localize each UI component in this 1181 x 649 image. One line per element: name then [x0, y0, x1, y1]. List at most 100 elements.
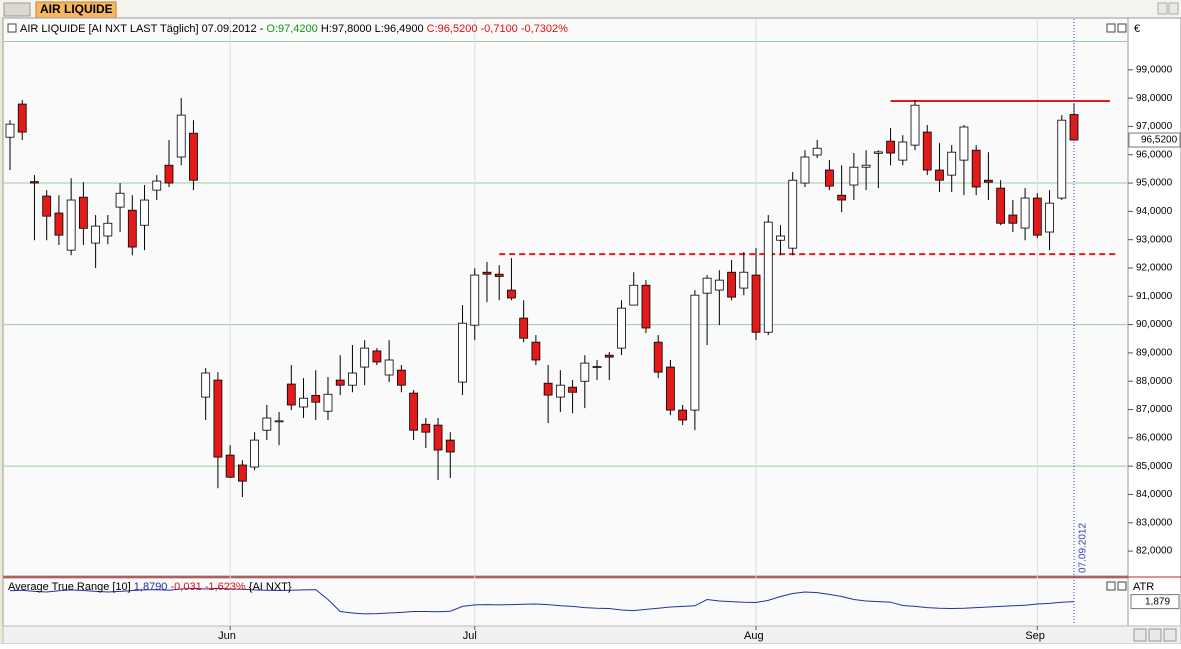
- candle-body: [5, 123, 15, 138]
- candle-body: [176, 114, 186, 158]
- candle-body: [714, 279, 724, 291]
- candle-body: [103, 222, 113, 237]
- candle-body: [299, 397, 308, 408]
- y-tick-label: 98,0000: [1136, 93, 1173, 104]
- candle-body: [372, 350, 382, 363]
- candle-body: [641, 284, 651, 329]
- candle-body: [555, 384, 565, 398]
- candle-body: [494, 273, 504, 277]
- candle-body: [825, 169, 834, 187]
- candle-body: [727, 271, 736, 298]
- candle-body: [910, 104, 920, 146]
- candle-body: [617, 307, 626, 349]
- candle-body: [776, 235, 785, 241]
- candle-body: [592, 366, 602, 368]
- y-tick-label: 85,0000: [1136, 461, 1173, 472]
- candle-body: [751, 274, 761, 333]
- candle-body: [1008, 214, 1018, 224]
- candle-body: [458, 322, 467, 383]
- y-tick-label: 83,0000: [1136, 517, 1173, 528]
- candle-body: [42, 195, 52, 217]
- y-tick-label: 99,0000: [1136, 64, 1173, 75]
- candle-body: [604, 354, 614, 358]
- candle-body: [922, 131, 932, 171]
- candle-body: [837, 194, 847, 201]
- candle-body: [274, 420, 284, 423]
- candle-body: [433, 424, 443, 451]
- candle-body: [237, 464, 247, 482]
- x-tick-label: Sep: [1025, 630, 1045, 642]
- candle-body: [250, 439, 260, 468]
- candle-body: [580, 362, 590, 382]
- candle-body: [519, 317, 529, 339]
- time-axis: [2, 625, 1181, 645]
- y-tick-label: 92,0000: [1136, 263, 1173, 274]
- y-tick-label: 93,0000: [1136, 234, 1173, 245]
- y-tick-label: 88,0000: [1136, 376, 1173, 387]
- atr-close-button[interactable]: [1117, 581, 1127, 591]
- candle-body: [812, 147, 822, 156]
- y-tick-label: 90,0000: [1136, 319, 1173, 330]
- header-name: AIR LIQUIDE [AI NXT LAST Täglich] 07.09.…: [20, 23, 264, 35]
- candle-body: [335, 379, 345, 386]
- candle-body: [360, 347, 370, 368]
- candle-body: [629, 284, 639, 306]
- candle-body: [445, 439, 455, 453]
- y-tick-label: 91,0000: [1136, 291, 1173, 302]
- zoom-button[interactable]: [1163, 628, 1177, 642]
- atr-line: [9, 587, 1075, 615]
- candle-body: [115, 192, 125, 208]
- candle-body: [482, 271, 492, 275]
- y-tick-label: 82,0000: [1136, 546, 1173, 557]
- candle-body: [971, 149, 981, 188]
- restore-button[interactable]: [1106, 23, 1116, 33]
- candle-body: [311, 394, 321, 403]
- tab-nav[interactable]: [3, 2, 31, 17]
- y-tick-label: 94,0000: [1136, 206, 1173, 217]
- candle-body: [873, 151, 883, 154]
- candle-body: [152, 180, 162, 191]
- candle-body: [898, 141, 908, 161]
- atr-panel: [2, 577, 1129, 627]
- candle-body: [286, 383, 296, 406]
- scroll-left[interactable]: [1157, 2, 1168, 15]
- header-open: O:97,4200: [266, 23, 317, 35]
- candle-body: [1057, 119, 1067, 199]
- x-tick-label: Jul: [463, 630, 477, 642]
- candle-body: [409, 392, 418, 431]
- candle-body: [421, 423, 431, 433]
- close-button[interactable]: [1117, 23, 1127, 33]
- atr-change: -0,031 -1,623%: [171, 581, 246, 593]
- candle-body: [225, 454, 235, 478]
- candle-body: [189, 132, 198, 181]
- scroll-right[interactable]: [1168, 2, 1179, 15]
- candle-body: [17, 103, 27, 133]
- last-price-label: 96,5200: [1141, 135, 1178, 146]
- candle-body: [935, 169, 944, 181]
- candle-body: [1032, 197, 1042, 236]
- last-price-box: [1128, 132, 1181, 148]
- candle-body: [1045, 202, 1054, 233]
- atr-tag: ATR: [1133, 581, 1154, 593]
- currency: €: [1134, 23, 1140, 35]
- atr-source: {AI NXT}: [249, 581, 292, 593]
- candle-body: [653, 341, 663, 373]
- candle-body: [702, 277, 712, 294]
- y-tick-label: 96,0000: [1136, 149, 1173, 160]
- atr-last-box: [1130, 594, 1180, 610]
- zoom-button[interactable]: [1148, 628, 1162, 642]
- atr-restore-button[interactable]: [1106, 581, 1116, 591]
- candle-body: [678, 409, 688, 421]
- atr-value: 1,8790: [134, 581, 168, 593]
- candle-body: [543, 382, 553, 396]
- candle-body: [739, 271, 749, 289]
- candle-body: [507, 289, 516, 299]
- zoom-button[interactable]: [1133, 628, 1147, 642]
- candle-body: [348, 372, 357, 386]
- candle-body: [201, 372, 211, 398]
- tab-label: AIR LIQUIDE: [40, 2, 113, 16]
- header-hl: H:97,8000 L:96,4900: [321, 23, 424, 35]
- tab-bar: [0, 0, 1181, 18]
- y-tick-label: 87,0000: [1136, 404, 1173, 415]
